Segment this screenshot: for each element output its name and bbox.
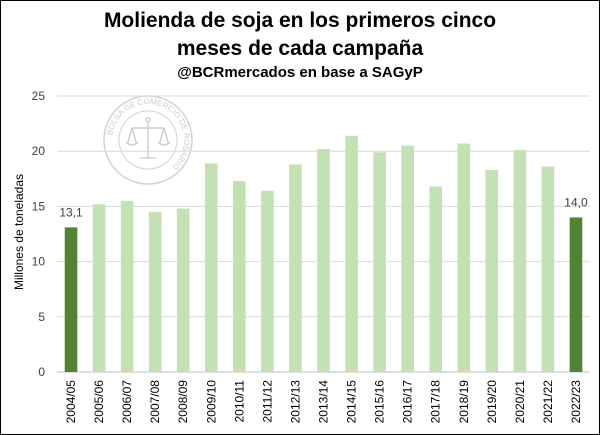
y-tick-label: 20 (32, 144, 46, 158)
chart-title-line1: Molienda de soja en los primeros cinco (103, 9, 497, 32)
seal-inner-ring (118, 110, 178, 170)
x-tick-label: 2013/14 (317, 380, 331, 424)
y-tick-label: 15 (32, 199, 46, 213)
chart-title-line2: meses de cada campaña (176, 37, 424, 60)
watermark-seal: BOLSA DE COMERCIO DE ROSARIO (103, 95, 193, 185)
bar-2013-14 (317, 148, 330, 372)
x-tick-label: 2010/11 (232, 380, 246, 423)
bar-2006-07 (120, 200, 134, 372)
bar-2022-23 (569, 217, 583, 372)
x-tick-label: 2007/08 (148, 380, 162, 424)
x-tick-label: 2017/18 (429, 380, 443, 424)
bar-2007-08 (148, 211, 162, 372)
bar-2005-06 (92, 204, 106, 372)
x-tick-label: 2009/10 (204, 380, 218, 424)
bar-2009-10 (204, 163, 218, 372)
x-tick-label: 2019/20 (485, 380, 499, 424)
x-tick-label: 2021/22 (541, 380, 555, 424)
bar-2019-20 (485, 169, 499, 372)
x-tick-label: 2014/15 (345, 380, 359, 424)
x-tick-label: 2018/19 (457, 380, 471, 424)
x-tick-label: 2020/21 (513, 380, 527, 424)
x-tick-label: 2016/17 (401, 380, 415, 424)
x-tick-label: 2006/07 (120, 380, 134, 424)
x-tick-label: 2015/16 (373, 380, 387, 424)
bar-2012-13 (289, 164, 302, 372)
chart-subtitle: @BCRmercados en base a SAGyP (177, 64, 423, 81)
bar-2017-18 (429, 186, 443, 372)
bar-2020-21 (513, 150, 527, 372)
bar-2010-11 (233, 181, 246, 372)
data-label: 14,0 (564, 195, 588, 209)
bar-2015-16 (373, 152, 386, 372)
bar-2011-12 (261, 190, 274, 372)
bar-2016-17 (401, 145, 414, 372)
y-tick-label: 5 (38, 310, 45, 324)
bar-2021-22 (541, 166, 555, 372)
x-tick-label: 2004/05 (64, 380, 78, 424)
scales-of-justice-icon (125, 117, 171, 159)
x-tick-label: 2011/12 (260, 380, 274, 423)
x-tick-label: 2008/09 (176, 380, 190, 424)
x-tick-label: 2022/23 (569, 380, 583, 424)
x-tick-label: 2005/06 (92, 380, 106, 424)
y-tick-label: 10 (32, 255, 46, 269)
data-label: 13,1 (59, 205, 83, 219)
bar-2018-19 (457, 143, 471, 372)
bar-2008-09 (176, 208, 190, 372)
y-tick-label: 25 (32, 89, 46, 103)
y-tick-label: 0 (38, 365, 45, 379)
x-tick-label: 2012/13 (288, 380, 302, 424)
bar-2014-15 (345, 135, 358, 372)
bar-2004-05 (64, 227, 78, 372)
